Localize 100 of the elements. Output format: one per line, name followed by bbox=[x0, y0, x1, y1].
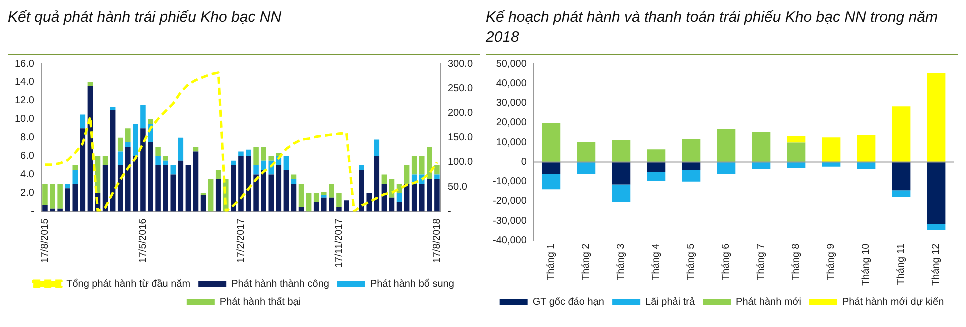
bar bbox=[427, 147, 432, 180]
bar bbox=[344, 200, 350, 212]
bar bbox=[170, 166, 176, 175]
bar bbox=[434, 179, 440, 212]
bar bbox=[231, 160, 236, 166]
x-tick-label: Tháng 3 bbox=[616, 243, 628, 280]
bar bbox=[542, 162, 561, 174]
y-tick-label: 2.0 bbox=[20, 188, 35, 199]
bar bbox=[156, 156, 161, 166]
bar bbox=[186, 166, 192, 212]
legend-label: Phát hành thất bại bbox=[220, 296, 302, 308]
y-tick-label: 10.0 bbox=[14, 114, 35, 126]
bar bbox=[927, 224, 946, 230]
bar bbox=[787, 142, 806, 162]
bar bbox=[170, 174, 176, 212]
y-tick-label: 20,000 bbox=[496, 118, 528, 129]
bar bbox=[927, 73, 946, 162]
bar bbox=[72, 170, 78, 184]
bar bbox=[163, 166, 168, 212]
bar bbox=[246, 156, 252, 212]
bar bbox=[133, 156, 138, 212]
bar bbox=[389, 198, 395, 212]
bar bbox=[612, 140, 631, 162]
bar bbox=[261, 170, 266, 212]
x-tick-label: Tháng 5 bbox=[686, 243, 698, 280]
bar bbox=[682, 139, 701, 162]
bar bbox=[238, 152, 244, 156]
bar bbox=[892, 162, 911, 191]
bar bbox=[254, 166, 259, 175]
bar bbox=[291, 174, 297, 180]
bar bbox=[329, 184, 334, 198]
bar bbox=[329, 198, 334, 212]
bar bbox=[787, 162, 806, 168]
y-tick-label: -30,000 bbox=[492, 216, 528, 227]
x-tick-label: Tháng 9 bbox=[826, 243, 838, 280]
bar bbox=[261, 147, 266, 161]
bar bbox=[434, 166, 440, 175]
line-series bbox=[44, 72, 438, 212]
bar bbox=[65, 184, 70, 189]
y2-tick-label: 150.0 bbox=[448, 132, 474, 144]
bar bbox=[254, 174, 259, 212]
bar bbox=[231, 166, 236, 212]
bar bbox=[396, 193, 402, 202]
legend-label: Phát hành mới bbox=[736, 296, 802, 308]
bar bbox=[434, 174, 440, 180]
bar bbox=[156, 147, 161, 156]
y-tick-label: -20,000 bbox=[492, 196, 528, 208]
bar bbox=[261, 160, 266, 170]
bar bbox=[647, 150, 666, 162]
bar bbox=[717, 129, 736, 162]
y-tick-label: 40,000 bbox=[496, 78, 528, 90]
bar bbox=[65, 188, 70, 212]
bar bbox=[178, 160, 184, 212]
bar bbox=[404, 166, 410, 184]
y-tick-label: 4.0 bbox=[20, 170, 35, 181]
bar bbox=[216, 179, 222, 212]
x-tick-label: Tháng 2 bbox=[581, 243, 592, 280]
x-tick-label: Tháng 11 bbox=[896, 243, 908, 286]
bar bbox=[374, 156, 380, 212]
y2-tick-label: 250.0 bbox=[448, 83, 474, 94]
bar bbox=[336, 207, 342, 212]
x-tick-label: Tháng 12 bbox=[931, 243, 942, 286]
legend-label: Phát hành thành công bbox=[232, 278, 330, 290]
y-tick-label: 12.0 bbox=[14, 96, 35, 107]
bar bbox=[216, 170, 222, 180]
y2-tick-label: 300.0 bbox=[448, 58, 474, 70]
y-tick-label: -40,000 bbox=[492, 235, 528, 246]
bar bbox=[42, 205, 48, 212]
chart-title: Kế hoạch phát hành và thanh toán trái phiếu Kho bạc NN trong năm 2018 bbox=[486, 8, 958, 55]
x-tick-label: Tháng 4 bbox=[651, 243, 662, 280]
bar bbox=[148, 119, 154, 124]
bar bbox=[857, 135, 876, 162]
x-tick-label: 17/5/2016 bbox=[138, 218, 149, 264]
bar bbox=[822, 138, 841, 162]
bar bbox=[246, 150, 252, 156]
bar bbox=[647, 172, 666, 182]
bar bbox=[892, 190, 911, 198]
bar bbox=[419, 184, 425, 212]
bar bbox=[268, 156, 274, 161]
bar bbox=[140, 106, 146, 129]
y-tick-label: 8.0 bbox=[20, 132, 35, 144]
bar bbox=[682, 162, 701, 170]
bar bbox=[126, 147, 131, 212]
bar bbox=[238, 156, 244, 212]
y2-tick-label: 200.0 bbox=[448, 108, 474, 119]
y2-tick-label: - bbox=[448, 206, 452, 218]
bar bbox=[366, 193, 372, 212]
bar bbox=[42, 184, 48, 206]
bar bbox=[200, 195, 206, 212]
bar bbox=[427, 179, 432, 212]
y-tick-label: 0 bbox=[521, 156, 528, 168]
bar bbox=[133, 124, 138, 156]
bar bbox=[276, 166, 282, 212]
y-tick-label: -10,000 bbox=[492, 176, 528, 188]
x-tick-label: 17/8/2018 bbox=[432, 218, 443, 264]
y2-tick-label: 100.0 bbox=[448, 157, 474, 168]
bar bbox=[88, 82, 94, 86]
y-tick-label: - bbox=[31, 206, 34, 218]
x-tick-label: Tháng 1 bbox=[546, 243, 558, 280]
bar bbox=[80, 128, 86, 212]
